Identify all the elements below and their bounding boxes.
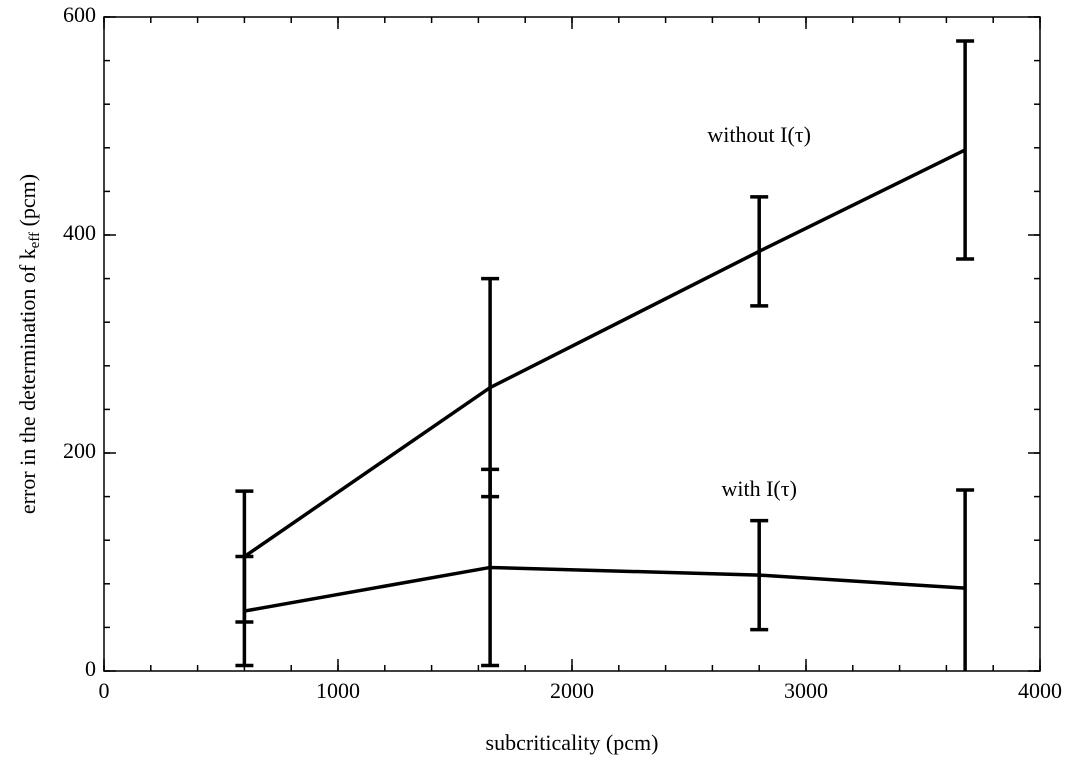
x-tick-label: 0 [99,678,110,703]
error-bar [481,276,500,499]
y-tick-label: 200 [63,438,96,463]
annotation: without I(τ) [707,122,811,147]
y-axis-label: error in the determination of keff (pcm) [15,174,43,514]
series-line [243,148,966,558]
x-axis-label: subcriticality (pcm) [486,730,659,755]
error-bar [481,467,500,668]
y-label-subscript: eff [27,232,43,248]
error-bar [956,39,975,261]
x-tick-label: 1000 [316,678,360,703]
error-bar [235,554,254,668]
error-bar [956,488,975,671]
annotation: with I(τ) [721,476,796,501]
y-label-suffix: (pcm) [15,174,40,232]
y-tick-label: 600 [63,2,96,27]
error-bar [750,518,769,632]
y-tick-label: 0 [85,656,96,681]
x-tick-label: 4000 [1018,678,1062,703]
x-tick-label: 3000 [784,678,828,703]
plot-marks [235,39,975,671]
error-bar [750,195,769,308]
y-label-text: error in the determination of k [15,248,40,514]
x-tick-label: 2000 [550,678,594,703]
y-tick-label: 400 [63,220,96,245]
series-line [244,565,966,613]
axes [103,16,1041,672]
